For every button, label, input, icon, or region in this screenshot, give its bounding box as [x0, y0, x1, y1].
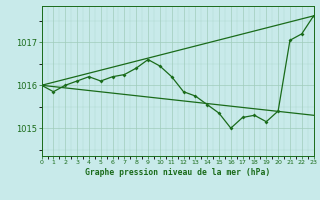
X-axis label: Graphe pression niveau de la mer (hPa): Graphe pression niveau de la mer (hPa) — [85, 168, 270, 177]
